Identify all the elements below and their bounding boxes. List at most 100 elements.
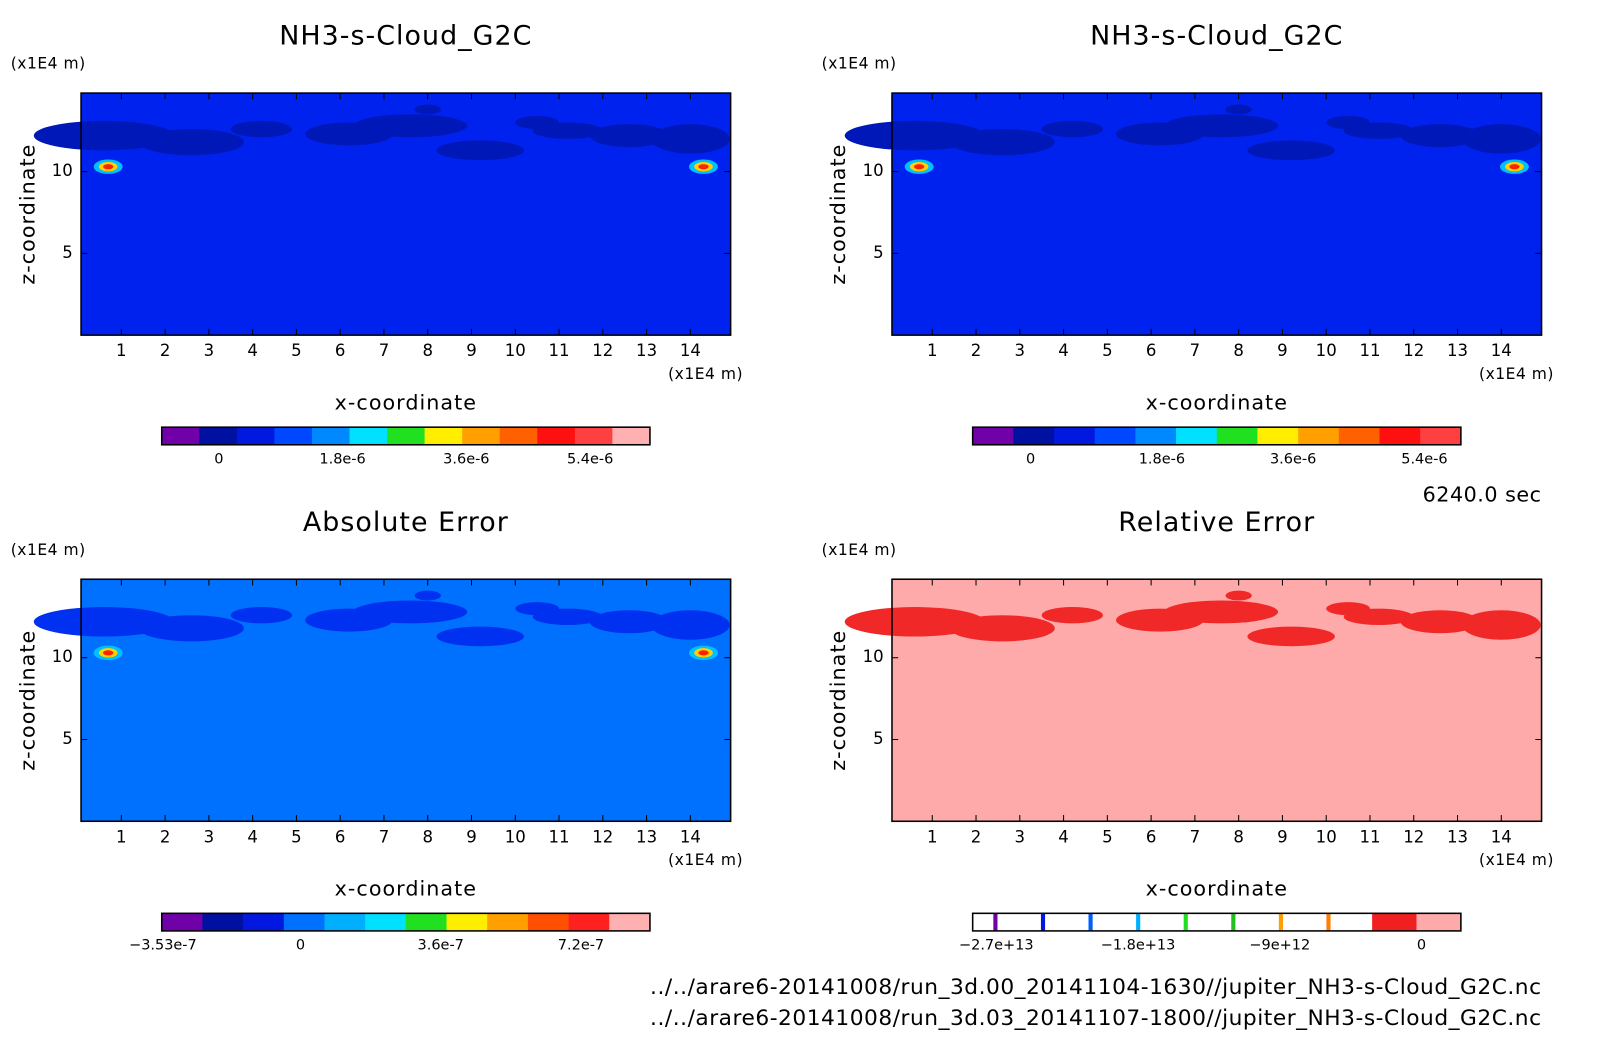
x-tick-label: 10 <box>505 827 526 846</box>
y-axis-label: z-coordinate <box>15 144 39 285</box>
x-tick-label: 10 <box>1316 341 1337 360</box>
cloud-region <box>515 602 560 616</box>
cloud-region <box>1225 104 1252 115</box>
colorbar-segment <box>1257 427 1299 445</box>
colorbar-segment <box>568 913 610 931</box>
x-tick-label: 2 <box>971 827 982 846</box>
x-tick-label: 7 <box>1190 827 1201 846</box>
x-tick-label: 1 <box>116 341 127 360</box>
panel-title: NH3-s-Cloud_G2C <box>1090 21 1343 52</box>
cloud-region <box>650 124 730 154</box>
cloud-region <box>1164 114 1279 138</box>
colorbar-level-line <box>1088 913 1093 931</box>
colorbar-tick-label: −2.7e+13 <box>959 937 1034 953</box>
colorbar-segment <box>236 427 275 445</box>
x-tick-label: 7 <box>379 341 390 360</box>
y-unit: (x1E4 m) <box>11 541 86 559</box>
colorbar-segment <box>487 913 529 931</box>
x-axis-label: x-coordinate <box>1146 390 1288 414</box>
colorbar-segment <box>1283 913 1329 931</box>
colorbar-segment <box>1338 427 1380 445</box>
cloud-pattern <box>844 104 1541 161</box>
x-tick-label: 8 <box>422 827 433 846</box>
y-axis-label: z-coordinate <box>826 630 850 771</box>
colorbar-segment <box>462 427 501 445</box>
colorbar-segment <box>1238 913 1284 931</box>
colorbar-segment <box>1416 913 1462 931</box>
hot-spot <box>103 164 114 170</box>
cloud-region <box>1041 607 1103 624</box>
cloud-region <box>230 120 293 138</box>
colorbar-segment <box>537 427 576 445</box>
x-tick-label: 2 <box>160 827 171 846</box>
colorbar-segment <box>499 427 538 445</box>
colorbar-frame <box>971 426 1462 446</box>
y-tick-label: 10 <box>52 647 73 666</box>
hot-spot <box>103 650 114 656</box>
x-tick-label: 3 <box>204 827 215 846</box>
cloud-region <box>1400 124 1480 148</box>
x-tick-label: 1 <box>927 827 938 846</box>
x-tick-label: 10 <box>1316 827 1337 846</box>
y-tick-label: 5 <box>62 243 73 262</box>
x-unit: (x1E4 m) <box>668 365 743 383</box>
x-axis-label: x-coordinate <box>335 877 477 901</box>
colorbar-segment <box>1150 913 1195 931</box>
colorbar-frame <box>971 912 1462 932</box>
y-tick-label: 10 <box>863 647 884 666</box>
cloud-region <box>949 615 1055 642</box>
x-tick-label: 11 <box>1359 827 1380 846</box>
colorbar-segment <box>349 427 388 445</box>
x-tick-label: 4 <box>1058 827 1069 846</box>
colorbar-segment <box>972 427 1014 445</box>
panel-title: Relative Error <box>1118 507 1315 538</box>
x-tick-label: 1 <box>116 827 127 846</box>
x-tick-label: 9 <box>466 341 477 360</box>
x-tick-label: 3 <box>204 341 215 360</box>
y-tick-label: 5 <box>873 729 884 748</box>
x-unit: (x1E4 m) <box>668 851 743 869</box>
cloud-region <box>1247 626 1335 647</box>
colorbar-segment <box>527 913 569 931</box>
cloud-region <box>353 600 468 624</box>
colorbar-segment <box>1061 913 1107 931</box>
colorbar-segment <box>1105 913 1151 931</box>
y-unit: (x1E4 m) <box>11 55 86 73</box>
colorbar-tick-label: 5.4e-6 <box>567 451 613 467</box>
colorbar-level-line <box>1136 913 1141 931</box>
x-tick-label: 9 <box>1277 341 1288 360</box>
x-tick-label: 14 <box>1491 341 1512 360</box>
colorbar-level-line <box>993 913 998 931</box>
cloud-region <box>33 607 174 637</box>
colorbar-segment <box>202 913 244 931</box>
cloud-region <box>353 114 468 138</box>
x-tick-label: 12 <box>1403 827 1424 846</box>
colorbar-frame <box>160 426 651 446</box>
x-tick-label: 13 <box>1447 341 1468 360</box>
colorbar-segment <box>1216 427 1258 445</box>
colorbar-segment <box>274 427 313 445</box>
cloud-region <box>1326 602 1370 616</box>
x-tick-label: 1 <box>927 341 938 360</box>
cloud-region <box>138 129 244 156</box>
x-tick-label: 13 <box>1447 827 1468 846</box>
hot-spot <box>1509 164 1520 170</box>
colorbar-segment <box>243 913 285 931</box>
colorbar-tick-label: −3.53e-7 <box>129 937 197 953</box>
x-tick-label: 7 <box>379 827 390 846</box>
colorbar-segment <box>612 427 651 445</box>
x-tick-label: 9 <box>1277 827 1288 846</box>
y-tick-label: 10 <box>52 161 73 180</box>
x-tick-label: 6 <box>1146 341 1157 360</box>
y-axis-label: z-coordinate <box>826 144 850 285</box>
colorbar-tick-label: 0 <box>214 451 223 467</box>
colorbar-tick-label: 3.6e-6 <box>1270 451 1316 467</box>
file-path: ../../arare6-20141008/run_3d.00_20141104… <box>650 975 1542 1000</box>
colorbar-segment <box>199 427 238 445</box>
x-axis-label: x-coordinate <box>335 390 477 414</box>
x-tick-label: 6 <box>335 341 346 360</box>
cloud-region <box>1400 610 1480 634</box>
x-tick-label: 8 <box>1233 827 1244 846</box>
y-tick-label: 5 <box>62 729 73 748</box>
file-path: ../../arare6-20141008/run_3d.03_20141107… <box>650 1006 1542 1031</box>
